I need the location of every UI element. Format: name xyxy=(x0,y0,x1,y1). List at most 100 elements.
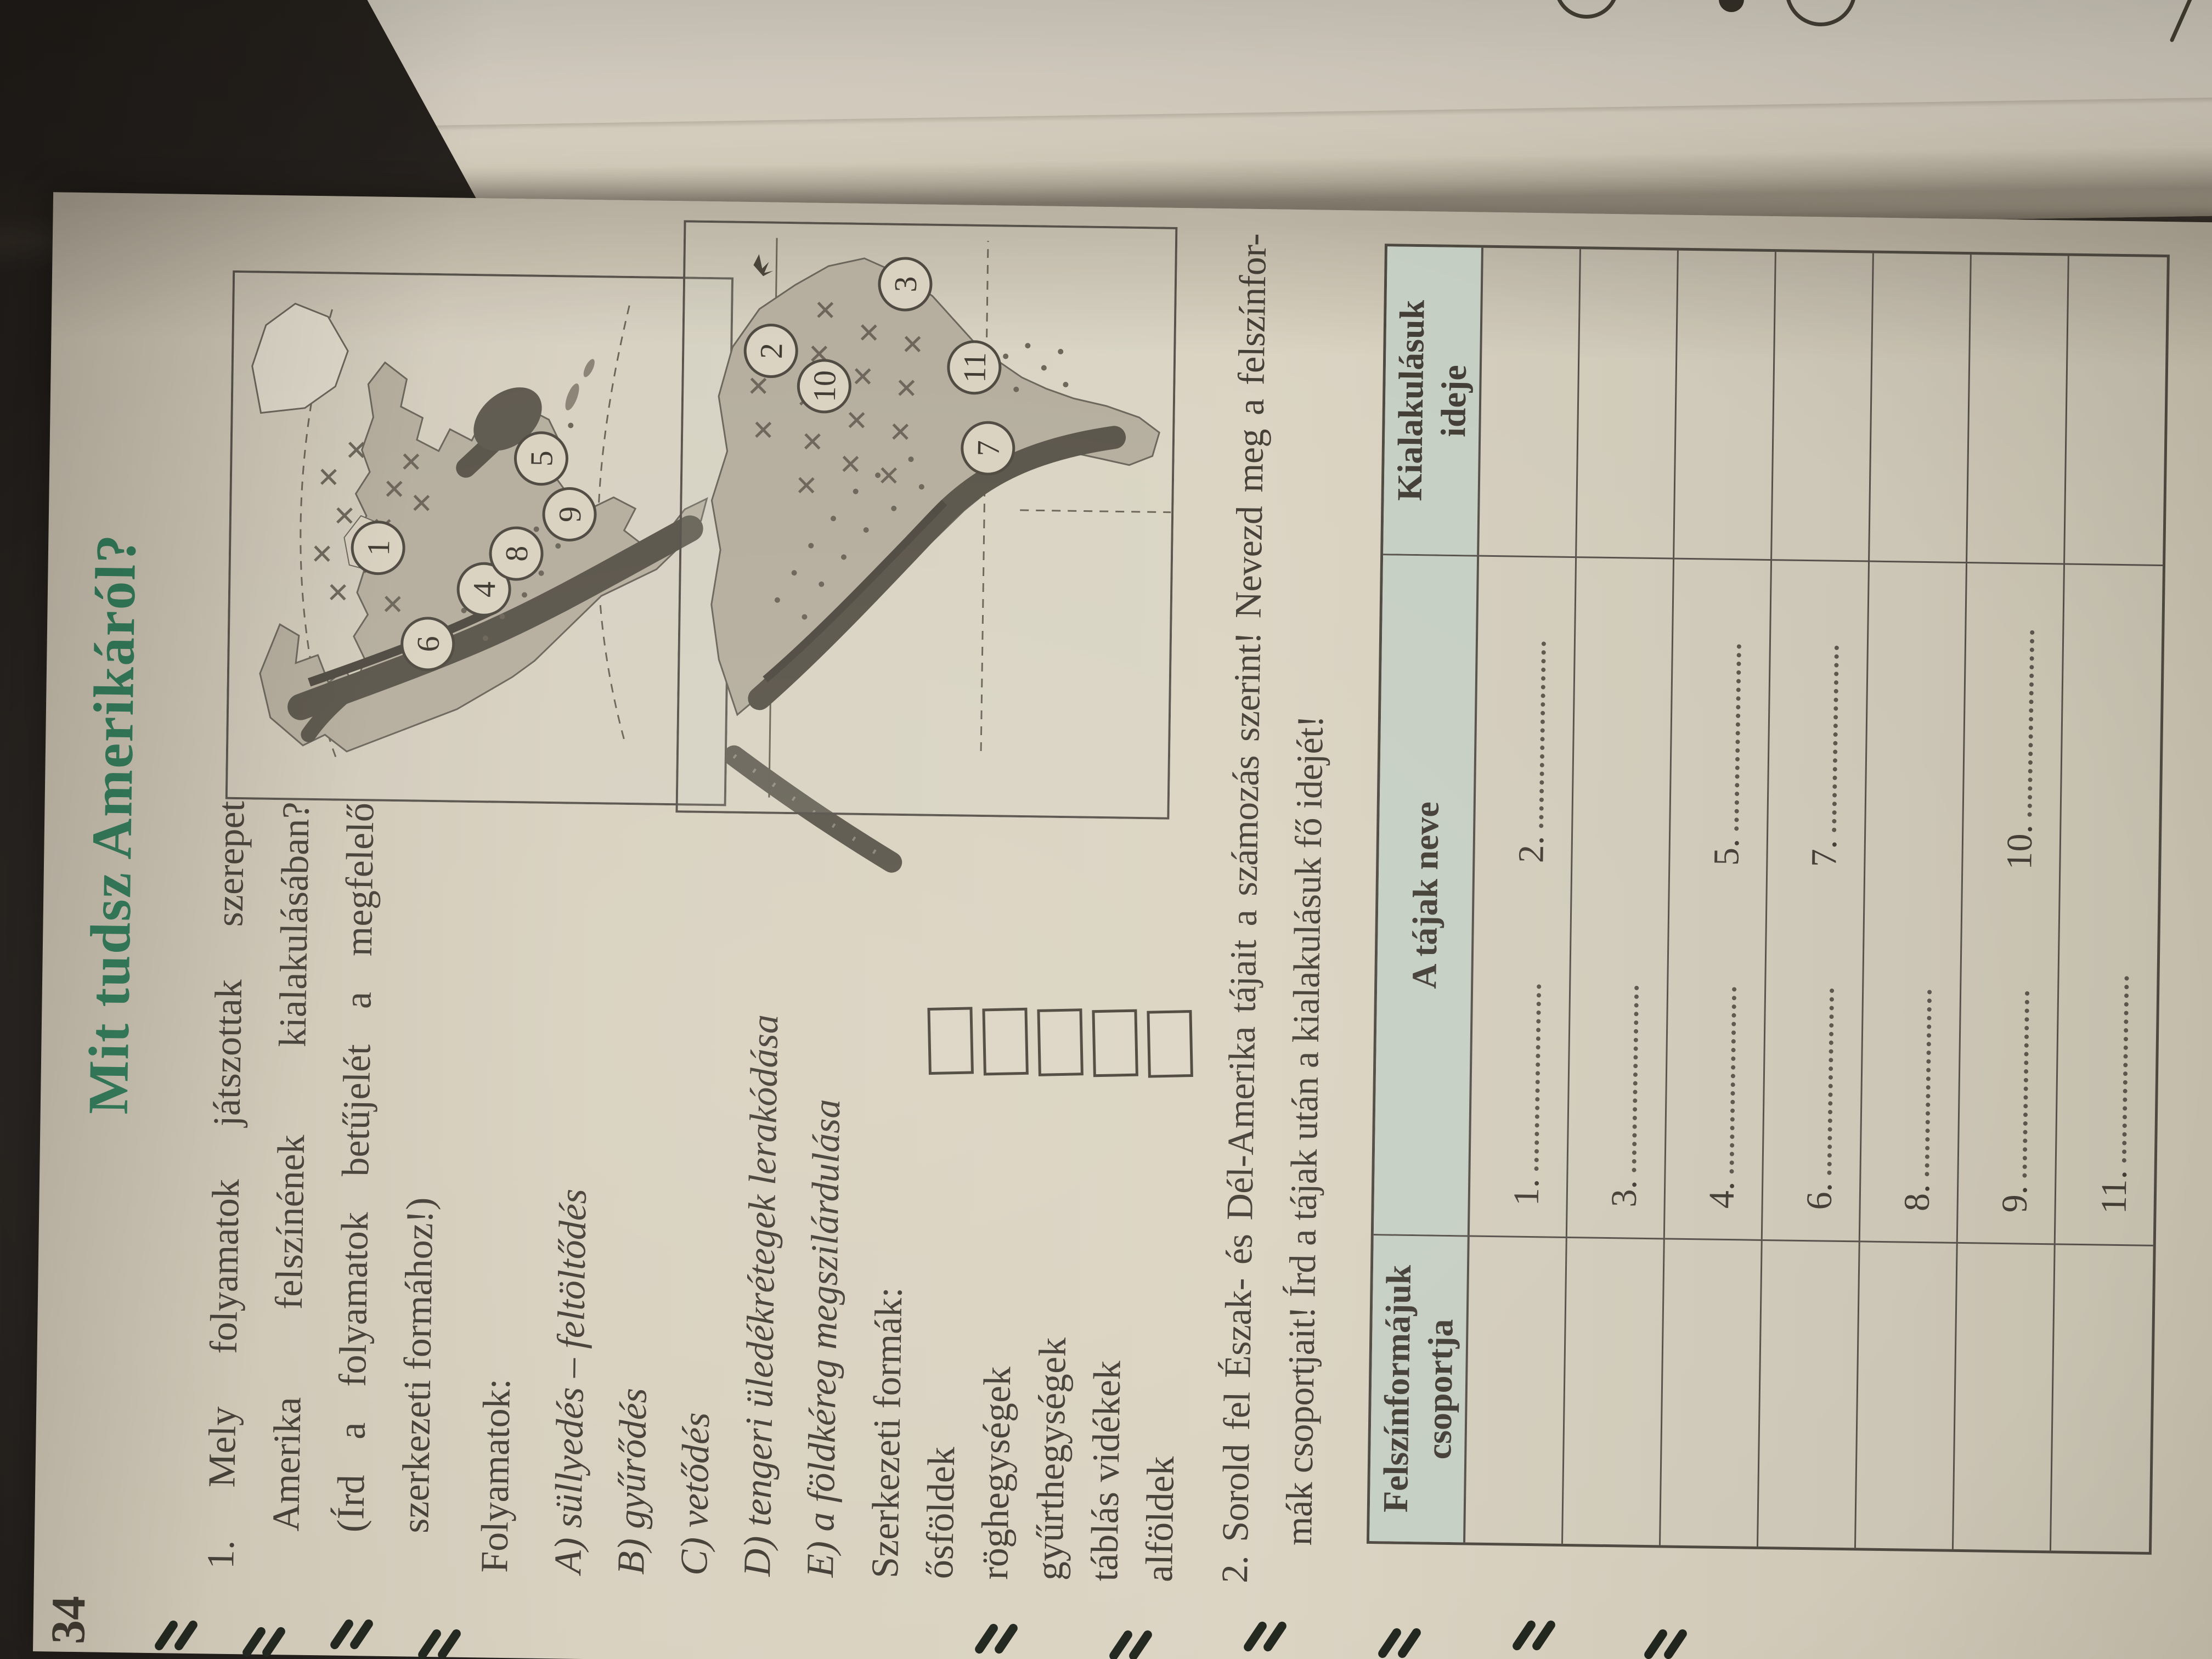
answer-blank[interactable]: 5. xyxy=(1706,644,1751,866)
question-1-line: szerkezeti formához!) xyxy=(394,1197,442,1534)
checkbox-roghegysegek[interactable] xyxy=(982,1007,1029,1076)
answer-table: Felszínformájuk csoportja A tájak neve K… xyxy=(1366,244,2170,1555)
answer-blank[interactable]: 8. xyxy=(1897,990,1942,1212)
andes-ridge xyxy=(763,500,947,682)
table-cell-age[interactable] xyxy=(1674,250,1776,560)
partial-dark-mark xyxy=(1719,0,1744,12)
map-number-circle: 7 xyxy=(970,440,1006,456)
dotted-line xyxy=(1729,644,1741,831)
table-cell-group[interactable] xyxy=(2051,1243,2153,1552)
table-cell-group[interactable] xyxy=(1465,1235,1567,1544)
alaska-range xyxy=(301,680,361,742)
process-item-e: E) a földkéreg megszilárdulása xyxy=(799,1098,849,1578)
map-number-circle: 5 xyxy=(523,450,559,467)
processes-label: Folyamatok: xyxy=(473,1378,519,1573)
table-cell-age[interactable] xyxy=(1967,255,2069,563)
table-cell-names: 3. xyxy=(1567,556,1675,1238)
form-label: gyűrthegységek xyxy=(1028,1337,1075,1581)
map-south-america: 2 3 10 11 7 xyxy=(675,220,1178,820)
table-cell-group[interactable] xyxy=(1660,1238,1763,1547)
dotted-line xyxy=(1826,646,1839,833)
table-cell-names: 1. 2. xyxy=(1469,555,1577,1237)
table-cell-age[interactable] xyxy=(1577,249,1679,558)
page-title: Mit tudsz Amerikáról? xyxy=(76,533,148,1115)
form-label: alföldek xyxy=(1138,1455,1183,1583)
checkbox-osfoldek[interactable] xyxy=(927,1007,974,1075)
table-cell-age[interactable] xyxy=(1870,253,1972,562)
table-cell-group[interactable] xyxy=(1563,1236,1665,1545)
page-number: 34 xyxy=(42,1595,96,1645)
dotted-line xyxy=(2017,991,2030,1178)
map-number-circle: 10 xyxy=(806,370,843,402)
appalachians-mass xyxy=(473,387,542,451)
answer-blank[interactable]: 4. xyxy=(1701,987,1746,1209)
sa-number-circles: 2 3 10 11 7 xyxy=(743,257,1015,476)
table-header-kialakulasuk: Kialakulásuk ideje xyxy=(1383,246,1483,555)
table-cell-age[interactable] xyxy=(1772,252,1874,561)
question-1-line: 1. Mely folyamatok játszottak szerepet xyxy=(200,800,253,1570)
table-cell-names: 8. xyxy=(1860,560,1968,1242)
table-cell-names: 6. 7. xyxy=(1762,559,1870,1241)
dotted-line xyxy=(1724,987,1737,1174)
table-cell-names: 9. 10. xyxy=(1957,562,2066,1244)
question-1: 1. Mely folyamatok játszottak szerepet A… xyxy=(189,800,459,1572)
map-number-circle: 2 xyxy=(753,343,789,359)
process-item-c: C) vetődés xyxy=(673,1412,718,1576)
answer-blank[interactable]: 10. xyxy=(1999,630,2044,870)
map-north-america: 1 4 5 6 8 9 xyxy=(225,270,734,806)
answer-blank[interactable]: 3. xyxy=(1604,985,1649,1207)
dotted-line xyxy=(1533,641,1546,828)
dotted-line xyxy=(2022,630,2035,817)
table-cell-group[interactable] xyxy=(1855,1240,1958,1549)
map-number-circle: 4 xyxy=(466,581,502,597)
form-label: táblás vidékek xyxy=(1083,1360,1129,1582)
form-label: röghegységek xyxy=(973,1366,1019,1581)
form-row-gyurthegysegek: gyűrthegységek xyxy=(1028,867,1093,1581)
workbook-page: 34 Mit tudsz Amerikáról? 1. Mely folyama… xyxy=(33,192,2212,1659)
form-row-tablas-videkek: táblás vidékek xyxy=(1083,868,1148,1582)
structures-label: Szerkezeti formák: xyxy=(864,1286,911,1579)
checkbox-gyurthegysegek[interactable] xyxy=(1037,1008,1084,1076)
question-1-line: (Írd a folyamatok betűjelét a megfelelő xyxy=(330,802,382,1533)
form-label: ősföldek xyxy=(919,1446,963,1579)
map-number-circle: 8 xyxy=(499,545,534,562)
tropic-dashed xyxy=(980,241,989,751)
form-row-osfoldek: ősföldek xyxy=(918,866,983,1579)
answer-blank[interactable]: 6. xyxy=(1799,988,1844,1210)
dotted-line xyxy=(1821,988,1835,1176)
dotted-line xyxy=(2116,975,2129,1163)
process-item-d: D) tengeri üledékrétegek lerakódása xyxy=(736,1014,787,1577)
cordillera-band xyxy=(287,515,703,720)
map-number-circle: 6 xyxy=(410,636,446,652)
structural-forms-list: ősföldek röghegységek gyűrthegységek táb… xyxy=(918,866,1203,1583)
isthmus-band xyxy=(724,745,902,873)
answer-blank[interactable]: 1. xyxy=(1506,984,1551,1206)
table-header-tajak-neve: A tájak neve xyxy=(1373,554,1480,1235)
form-row-alfoldek: alföldek xyxy=(1138,868,1203,1582)
antilles-island xyxy=(565,383,579,411)
form-row-roghegysegek: röghegységek xyxy=(973,866,1038,1580)
answer-blank[interactable]: 11. xyxy=(2094,975,2138,1214)
table-cell-group[interactable] xyxy=(1953,1242,2056,1551)
dotted-line xyxy=(1919,990,1932,1177)
antilles-island xyxy=(583,359,595,377)
map-corner-mark xyxy=(753,254,774,276)
na-number-circles: 1 4 5 6 8 9 xyxy=(351,431,597,672)
answer-blank[interactable]: 2. xyxy=(1510,641,1555,864)
answer-blank[interactable]: 7. xyxy=(1803,645,1848,867)
table-cell-group[interactable] xyxy=(1758,1239,1860,1548)
processes-list: A) süllyedés – feltöltődés B) gyűrődés C… xyxy=(537,1012,860,1578)
question-2: 2. Sorold fel Észak- és Dél-Amerika tája… xyxy=(1203,233,1348,1584)
checkbox-alfoldek[interactable] xyxy=(1147,1009,1193,1078)
central-america-bridge xyxy=(724,745,902,873)
table-cell-age[interactable] xyxy=(1479,247,1581,557)
process-item-b: B) gyűrődés xyxy=(610,1387,655,1575)
map-number-circle: 1 xyxy=(360,540,396,556)
answer-blank[interactable]: 9. xyxy=(1994,991,2039,1213)
table-cell-names: 11. xyxy=(2055,563,2163,1245)
checkbox-tablas-videkek[interactable] xyxy=(1092,1009,1138,1077)
dotted-line xyxy=(1626,986,1639,1173)
table-header-felszinformajuk: Felszínformájuk csoportja xyxy=(1369,1234,1470,1543)
table-cell-age[interactable] xyxy=(2065,256,2167,565)
